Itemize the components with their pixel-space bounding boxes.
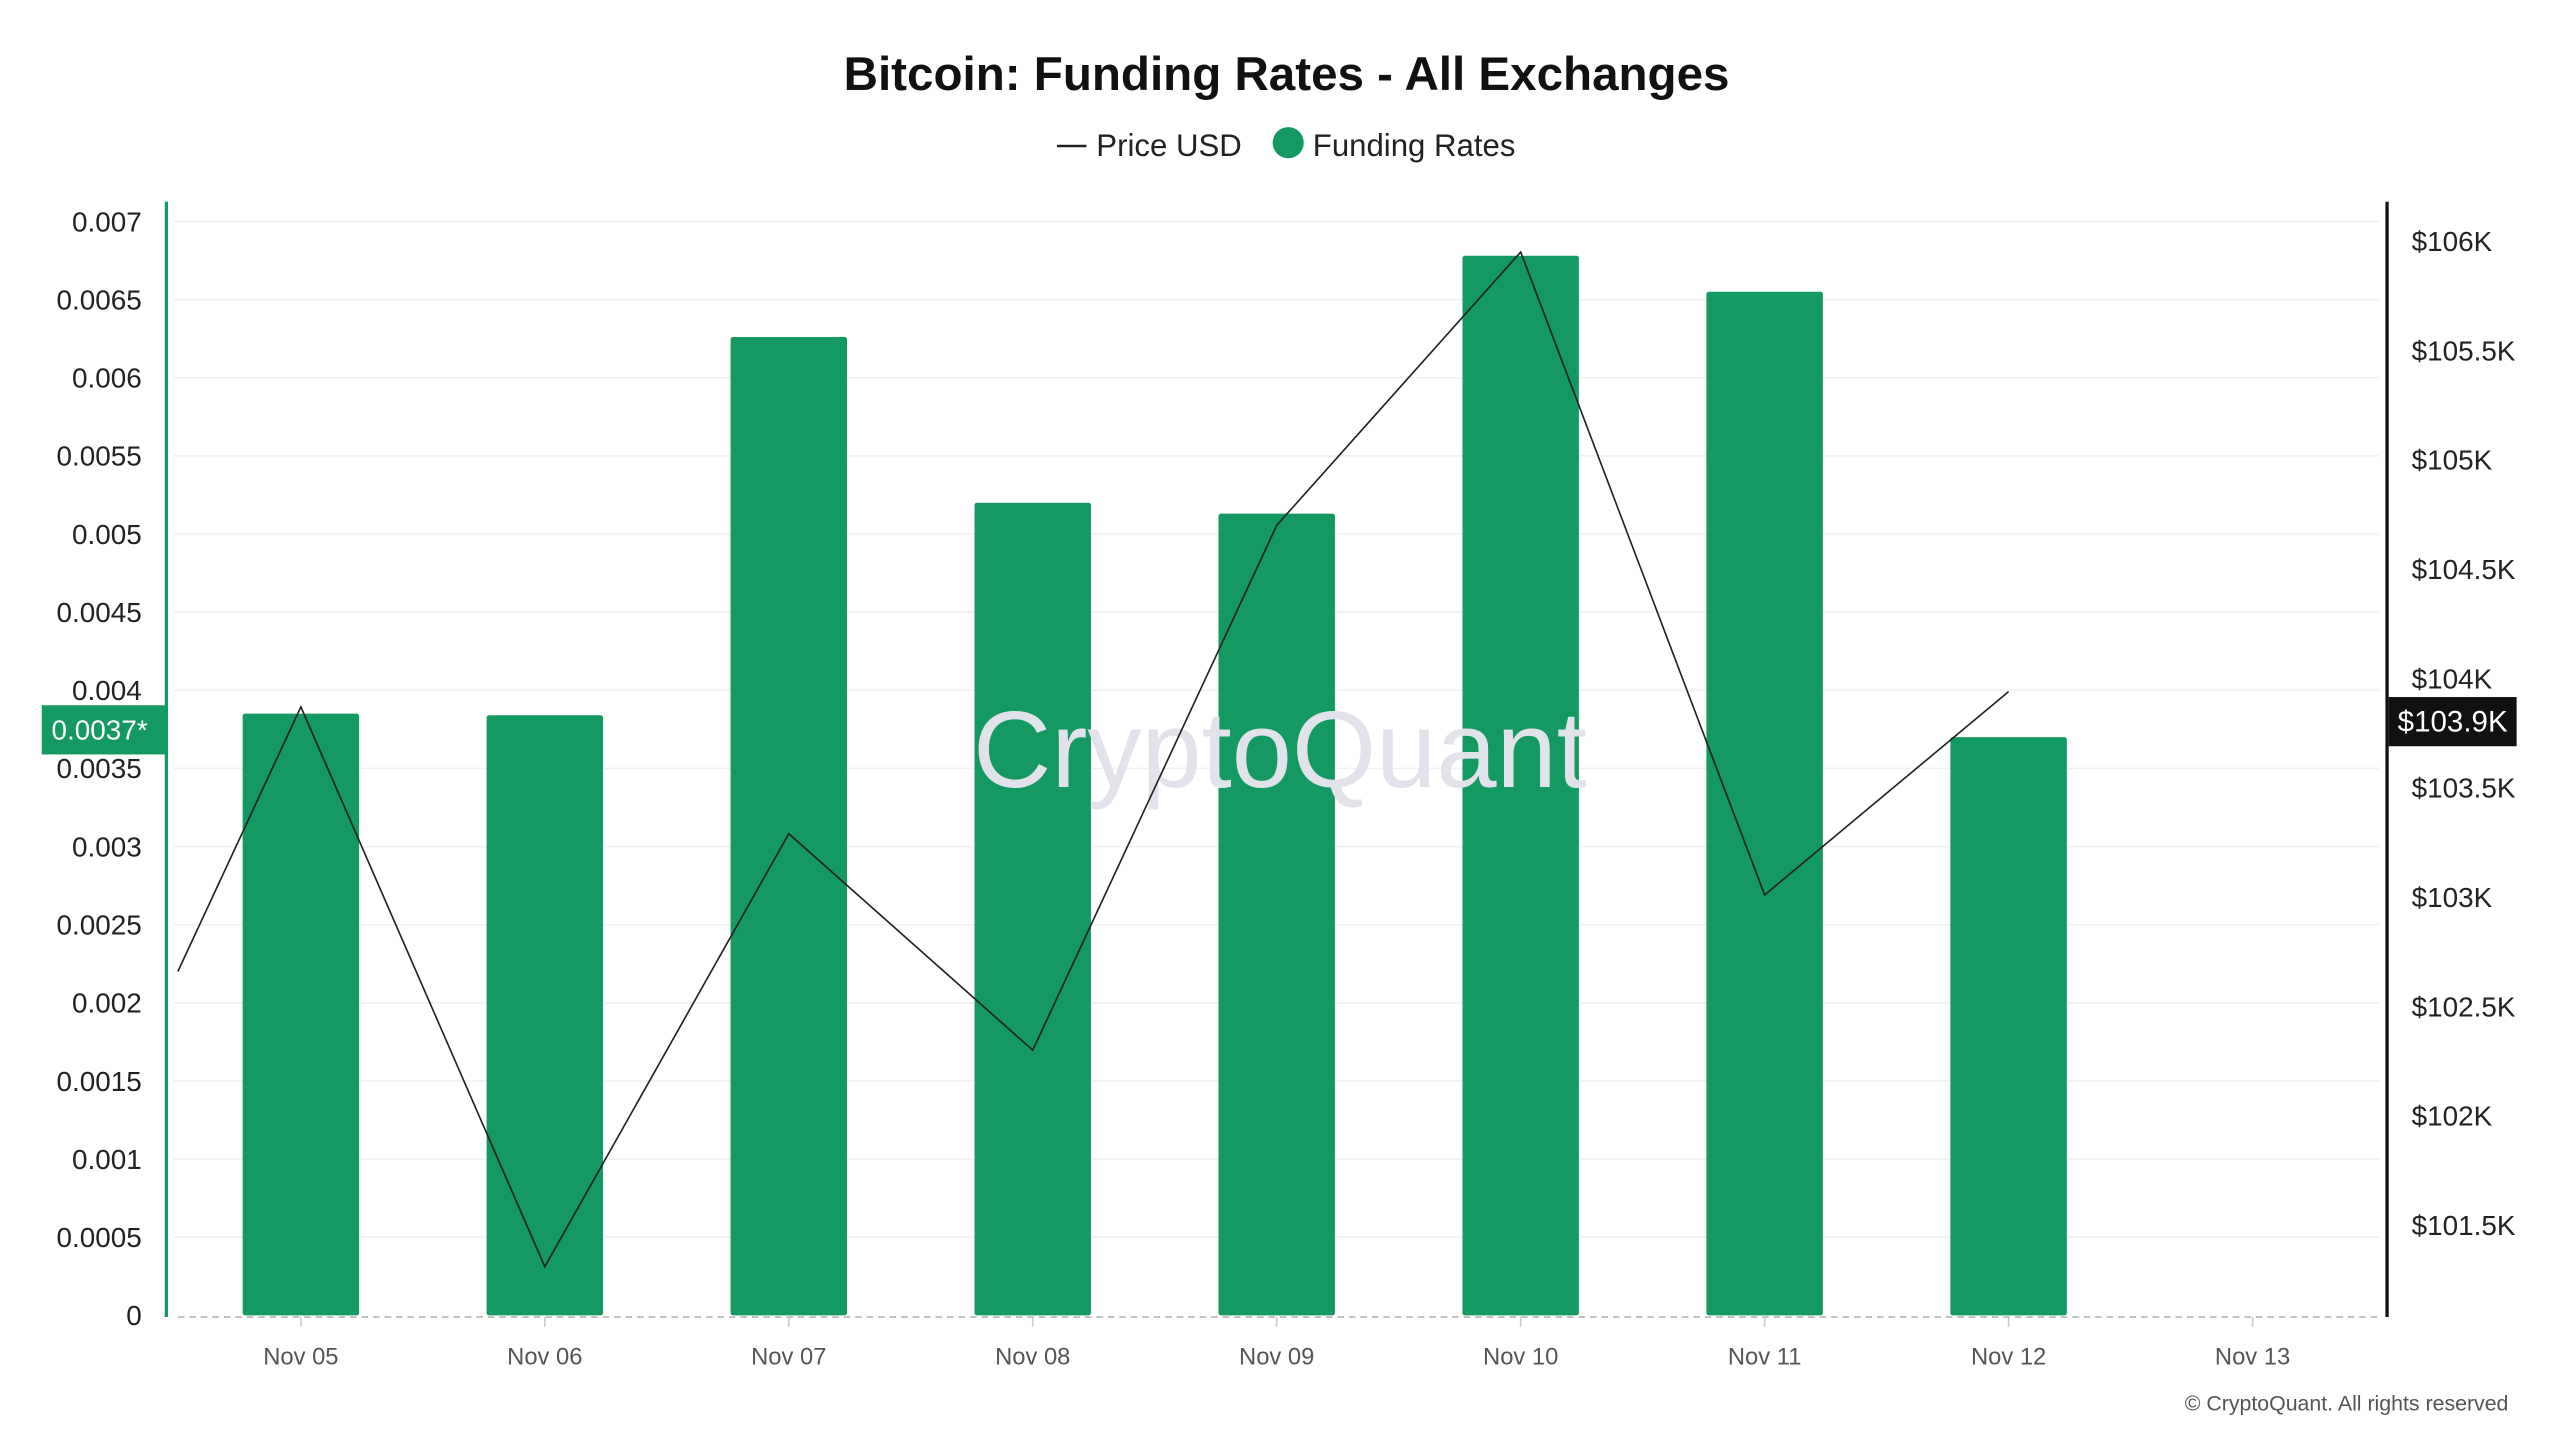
y-left-tick-label: 0 xyxy=(126,1300,142,1331)
x-tick-label: Nov 10 xyxy=(1483,1344,1558,1371)
y-left-tick-label: 0.0065 xyxy=(57,284,142,315)
y-right-tick-label: $105.5K xyxy=(2412,335,2516,366)
y-left-tick-label: 0.007 xyxy=(72,206,142,237)
y-right-tick-label: $102K xyxy=(2412,1101,2493,1132)
y-left-tick-label: 0.004 xyxy=(72,675,142,706)
legend-price-label[interactable]: Price USD xyxy=(1096,128,1241,163)
watermark: CryptoQuant xyxy=(973,689,1587,810)
y-left-tick-label: 0.0015 xyxy=(57,1066,142,1097)
funding-rate-bar xyxy=(1218,513,1335,1316)
current-funding-label: 0.0037* xyxy=(52,715,148,746)
y-left-tick-label: 0.0025 xyxy=(57,910,142,941)
y-right-tick-label: $105K xyxy=(2412,445,2493,476)
funding-rate-bar xyxy=(242,713,360,1316)
y-left-tick-label: 0.001 xyxy=(72,1144,142,1175)
current-price-label: $103.9K xyxy=(2398,705,2508,738)
x-tick-label: Nov 07 xyxy=(751,1344,826,1371)
y-left-tick-label: 0.006 xyxy=(72,363,142,394)
funding-rate-bar xyxy=(974,502,1091,1316)
x-tick-label: Nov 06 xyxy=(507,1344,582,1371)
legend-funding-label[interactable]: Funding Rates xyxy=(1313,128,1516,163)
y-left-tick-label: 0.0055 xyxy=(57,441,142,472)
y-right-tick-label: $103K xyxy=(2412,882,2493,913)
x-tick-label: Nov 13 xyxy=(2215,1344,2290,1371)
funding-rate-bar xyxy=(486,715,604,1316)
funding-rate-bar xyxy=(1462,255,1579,1316)
y-left-tick-label: 0.003 xyxy=(72,831,142,862)
x-tick-label: Nov 12 xyxy=(1971,1344,2046,1371)
y-right-tick-label: $103.5K xyxy=(2412,773,2516,804)
y-left-tick-label: 0.005 xyxy=(72,519,142,550)
legend-dot-icon xyxy=(1272,127,1304,159)
copyright: © CryptoQuant. All rights reserved xyxy=(2185,1391,2509,1415)
x-tick-label: Nov 08 xyxy=(995,1344,1070,1371)
current-right-marker: $103.9K xyxy=(2388,697,2517,747)
x-tick-label: Nov 09 xyxy=(1239,1344,1314,1371)
x-tick-label: Nov 05 xyxy=(263,1344,338,1371)
y-right-tick-label: $102.5K xyxy=(2412,991,2516,1022)
y-right-tick-label: $104K xyxy=(2412,663,2493,694)
funding-rate-bar xyxy=(1706,291,1823,1316)
y-left-tick-label: 0.0035 xyxy=(57,753,142,784)
y-right-tick-label: $101.5K xyxy=(2412,1210,2516,1241)
y-left-tick-label: 0.0045 xyxy=(57,597,142,628)
y-right-tick-label: $106K xyxy=(2412,226,2493,257)
y-right-tick-label: $104.5K xyxy=(2412,554,2516,585)
funding-rate-bar xyxy=(730,337,848,1316)
y-left-tick-label: 0.0005 xyxy=(57,1222,142,1253)
current-left-marker: 0.0037* xyxy=(41,705,167,755)
x-tick-label: Nov 11 xyxy=(1728,1344,1802,1371)
chart-title: Bitcoin: Funding Rates - All Exchanges xyxy=(844,48,1730,101)
funding-rate-bar xyxy=(1950,737,2067,1316)
legend: Price USD Funding Rates xyxy=(1056,127,1516,163)
price-line xyxy=(177,250,2010,1269)
y-left-tick-label: 0.002 xyxy=(72,988,142,1019)
